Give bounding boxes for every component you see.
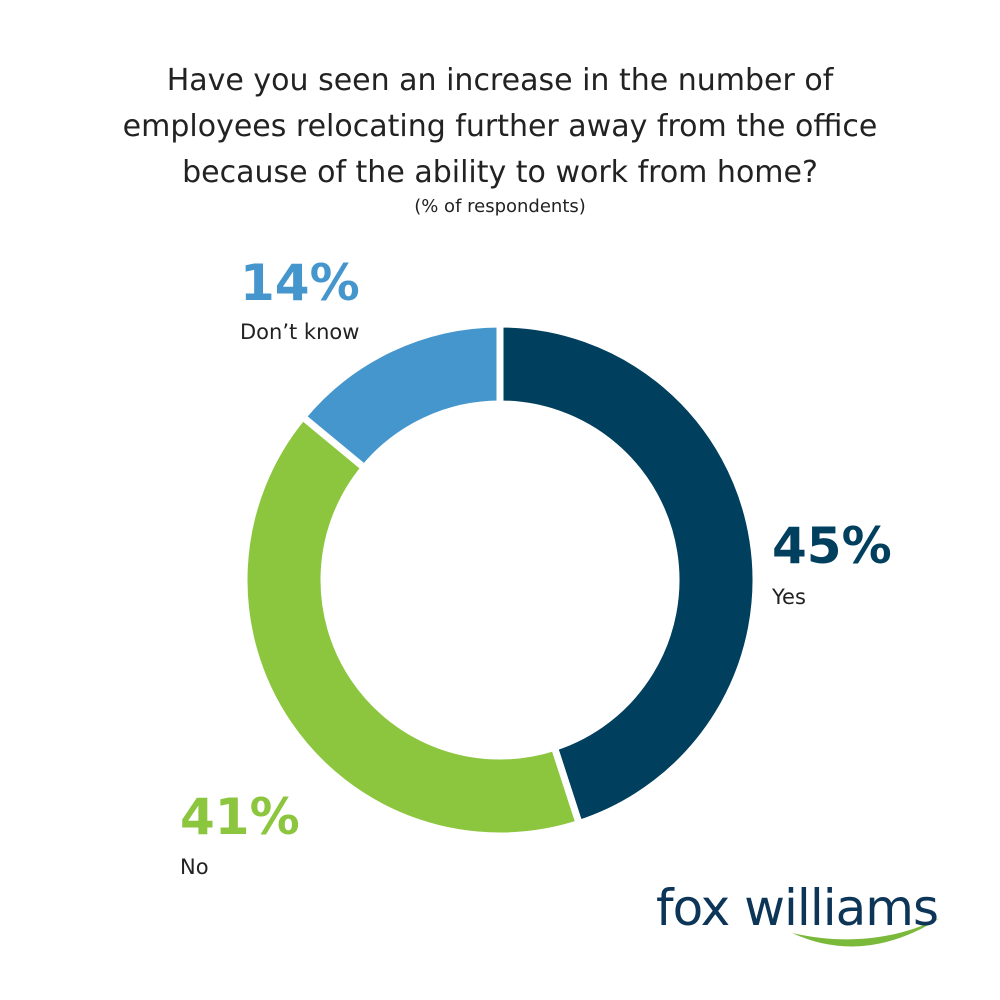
donut-segment xyxy=(297,320,504,473)
value-label: 41% xyxy=(180,788,300,846)
category-label: Yes xyxy=(771,585,806,609)
logo: fox williams xyxy=(656,879,938,937)
category-label: No xyxy=(180,855,209,879)
donut-segment xyxy=(496,320,760,828)
value-label: 14% xyxy=(240,254,360,312)
value-label: 45% xyxy=(772,517,892,575)
donut-segment xyxy=(240,411,584,840)
chart-title: Have you seen an increase in the number … xyxy=(122,63,878,190)
logo-swoosh xyxy=(792,918,940,947)
chart-subtitle: (% of respondents) xyxy=(414,196,586,217)
category-label: Don’t know xyxy=(240,320,359,344)
